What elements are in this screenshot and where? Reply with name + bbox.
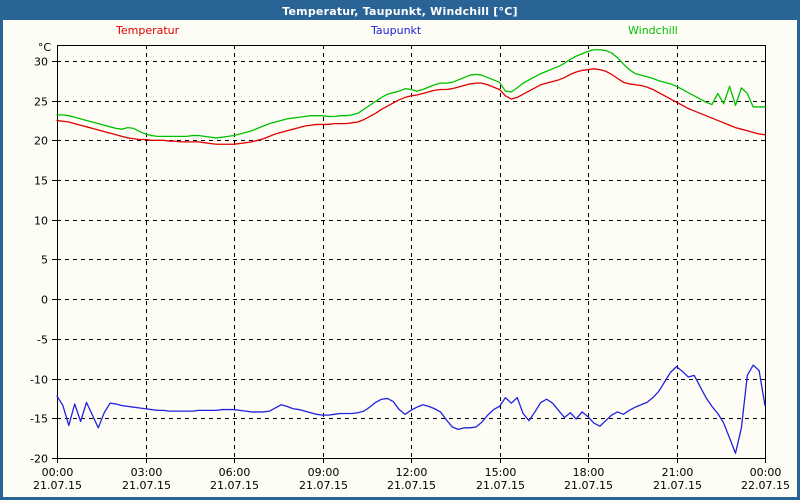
x-tick-date: 21.07.15 [33,479,82,492]
data-series [56,49,766,454]
y-tick-label: -5 [37,334,48,347]
y-tick-label: -15 [30,413,48,426]
y-axis-ticks: 30 25 20 15 10 5 0 -5 -10 -15 -20 [30,56,57,466]
window-titlebar: Temperatur, Taupunkt, Windchill [°C] [3,3,797,20]
x-tick-date: 21.07.15 [210,479,259,492]
series-line-temperatur [56,68,766,145]
x-tick-date: 21.07.15 [299,479,348,492]
x-tick-time: 09:00 [308,466,340,479]
y-axis-unit-label: °C [38,41,52,54]
x-tick-date: 21.07.15 [653,479,702,492]
x-tick-date: 21.07.15 [564,479,613,492]
y-tick-label: 20 [34,135,48,148]
x-tick-date: 21.07.15 [476,479,525,492]
x-tick-date: 21.07.15 [387,479,436,492]
plot-background [3,39,797,497]
y-tick-label: 5 [41,254,48,267]
y-tick-label: 0 [41,294,48,307]
grid-lines [57,45,765,459]
x-tick-date: 22.07.15 [741,479,790,492]
x-tick-time: 15:00 [485,466,517,479]
y-tick-label: 30 [34,56,48,69]
y-tick-label: 10 [34,215,48,228]
chart-plot-container: 30 25 20 15 10 5 0 -5 -10 -15 -20 00:00 21.07.15 03:… [3,39,797,497]
x-tick-time: 00:00 [750,466,782,479]
x-axis-ticks: 00:0021.07.1503:0021.07.1506:0021.07.150… [33,458,790,492]
x-tick-time: 12:00 [396,466,428,479]
x-tick-time: 06:00 [219,466,251,479]
legend-item-taupunkt: Taupunkt [371,24,422,37]
chart-legend: Temperatur Taupunkt Windchill [3,23,797,39]
series-line-taupunkt [56,364,766,454]
x-tick-time: 18:00 [573,466,605,479]
x-tick-time: 03:00 [131,466,163,479]
x-tick-date: 21.07.15 [122,479,171,492]
x-tick-time: 00:00 [42,466,74,479]
y-tick-label: -10 [30,374,48,387]
y-tick-label: 15 [34,175,48,188]
legend-item-temperatur: Temperatur [116,24,180,37]
x-tick-time: 21:00 [662,466,694,479]
window-title: Temperatur, Taupunkt, Windchill [°C] [282,5,518,18]
y-tick-label: -20 [30,453,48,466]
legend-item-windchill: Windchill [628,24,678,37]
series-line-windchill [56,49,766,139]
y-tick-label: 25 [34,96,48,109]
